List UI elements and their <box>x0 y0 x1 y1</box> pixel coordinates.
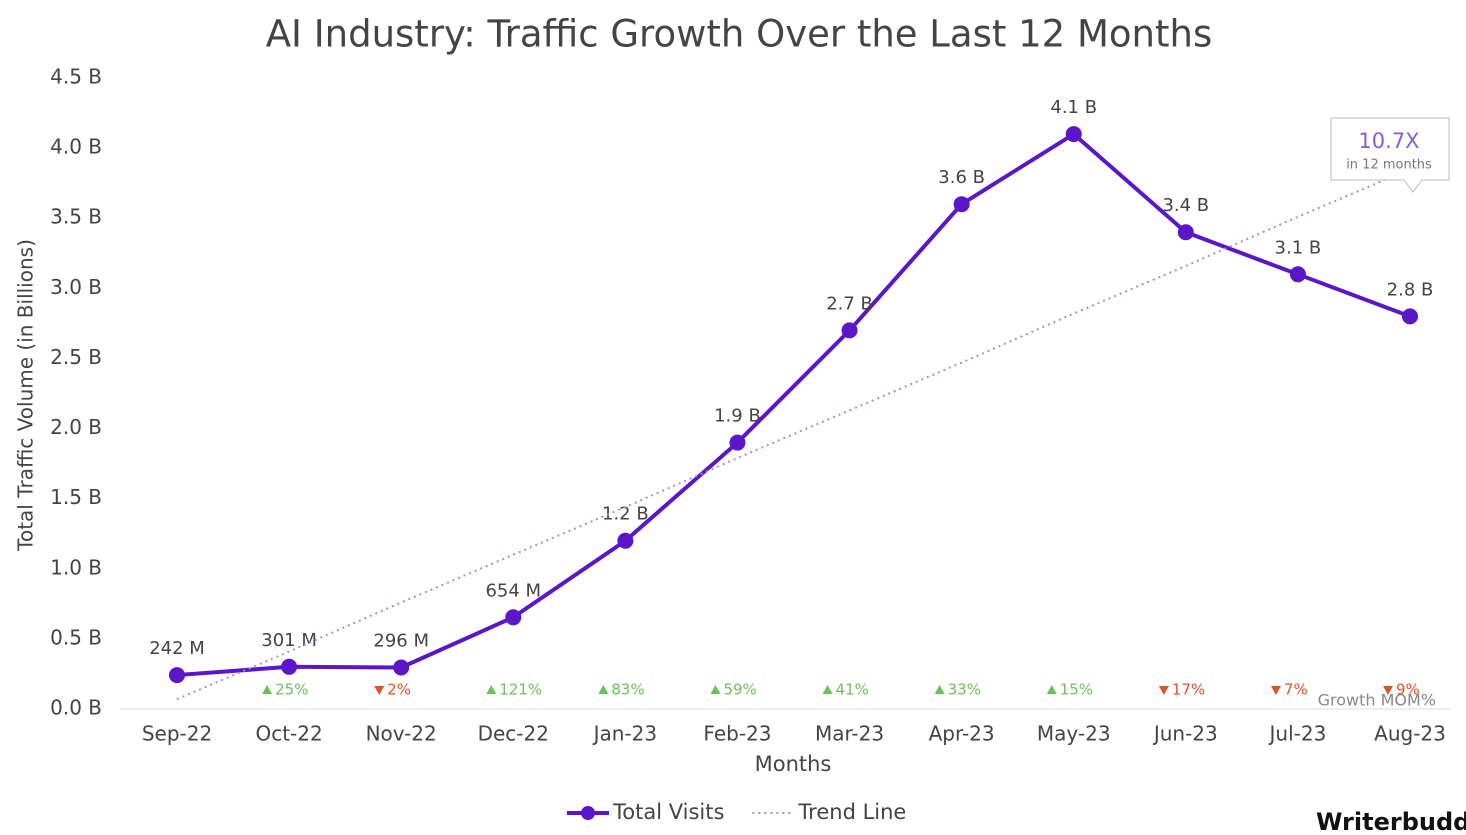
data-point <box>953 196 970 213</box>
callout-text: in 12 months <box>1346 158 1432 173</box>
y-tick-label: 0.0 B <box>50 696 102 720</box>
x-tick-label: Jul-23 <box>1268 722 1327 746</box>
data-point <box>617 532 634 549</box>
data-point <box>169 667 185 684</box>
x-tick-label: Jun-23 <box>1152 722 1218 746</box>
growth-label: 83% <box>611 681 644 699</box>
x-tick-label: Aug-23 <box>1374 722 1446 746</box>
growth-label: 59% <box>723 681 756 699</box>
legend-marker <box>581 806 595 820</box>
y-axis-label: Total Traffic Volume (in Billions) <box>14 239 38 552</box>
data-label: 3.6 B <box>938 167 985 188</box>
trend-line <box>176 168 1411 701</box>
data-label: 3.1 B <box>1275 237 1322 258</box>
growth-arrow-up <box>598 685 609 694</box>
x-tick-label: Feb-23 <box>703 722 771 746</box>
growth-arrow-up <box>486 685 497 694</box>
growth-label: 2% <box>387 681 411 699</box>
chart-title: AI Industry: Traffic Growth Over the Las… <box>266 13 1212 56</box>
growth-label: 121% <box>499 681 542 699</box>
data-point <box>729 434 746 451</box>
y-tick-label: 0.5 B <box>50 625 102 649</box>
legend-label: Trend Line <box>797 800 906 824</box>
growth-label: 9% <box>1396 681 1420 699</box>
watermark: Writerbudd <box>1316 808 1466 835</box>
data-point <box>1402 308 1418 325</box>
y-tick-label: 2.5 B <box>50 345 102 369</box>
x-tick-label: Sep-22 <box>142 722 212 746</box>
callout-value: 10.7X <box>1358 129 1419 153</box>
y-tick-label: 3.5 B <box>50 205 102 229</box>
callout-box <box>1330 117 1450 193</box>
legend-label: Total Visits <box>612 800 724 824</box>
y-tick-label: 1.0 B <box>50 555 102 579</box>
growth-arrow-up <box>262 685 273 694</box>
growth-title: Growth MOM% <box>1318 691 1436 710</box>
growth-arrow-down <box>1383 686 1393 695</box>
growth-label: 25% <box>275 681 308 699</box>
callout: 10.7X in 12 months <box>1330 117 1450 193</box>
growth-label: 15% <box>1060 681 1093 699</box>
x-tick-label: Apr-23 <box>929 722 995 746</box>
data-label: 1.2 B <box>602 504 649 525</box>
data-point <box>1177 224 1194 241</box>
growth-label: 33% <box>948 681 981 699</box>
growth-arrow-up <box>934 685 945 694</box>
data-label: 2.8 B <box>1387 279 1434 300</box>
x-tick-label: Jan-23 <box>592 722 658 746</box>
y-tick-label: 1.5 B <box>50 485 102 509</box>
data-label: 1.9 B <box>714 406 761 427</box>
data-label: 3.4 B <box>1162 195 1209 216</box>
data-label: 2.7 B <box>826 293 873 314</box>
growth-label: 17% <box>1172 681 1205 699</box>
data-point <box>505 609 522 626</box>
data-label: 4.1 B <box>1050 97 1097 118</box>
data-label: 296 M <box>373 630 429 651</box>
data-label: 654 M <box>485 580 541 601</box>
x-tick-label: May-23 <box>1037 722 1111 746</box>
series-line <box>176 131 1411 678</box>
y-tick-label: 3.0 B <box>50 275 102 299</box>
x-axis-label: Months <box>755 752 832 776</box>
data-label: 242 M <box>149 638 205 659</box>
growth-label: 41% <box>836 681 869 699</box>
growth-arrow-down <box>374 686 385 695</box>
data-point <box>841 322 858 339</box>
growth-arrow-up <box>710 685 721 694</box>
growth-arrow-up <box>822 685 833 694</box>
y-tick-label: 4.5 B <box>50 65 102 89</box>
x-tick-label: Nov-22 <box>366 722 437 746</box>
x-tick-label: Dec-22 <box>478 722 549 746</box>
data-label: 301 M <box>261 630 317 651</box>
growth-arrow-down <box>1270 686 1281 695</box>
data-point <box>281 658 298 675</box>
x-tick-label: Oct-22 <box>255 722 322 746</box>
data-point <box>1289 266 1306 283</box>
growth-arrow-down <box>1158 686 1169 695</box>
data-point <box>393 659 410 676</box>
y-tick-label: 2.0 B <box>50 415 102 439</box>
growth-arrow-up <box>1046 685 1057 694</box>
growth-label: 7% <box>1284 681 1308 699</box>
y-tick-label: 4.0 B <box>50 135 102 159</box>
data-point <box>1065 126 1082 143</box>
x-tick-label: Mar-23 <box>815 722 884 746</box>
